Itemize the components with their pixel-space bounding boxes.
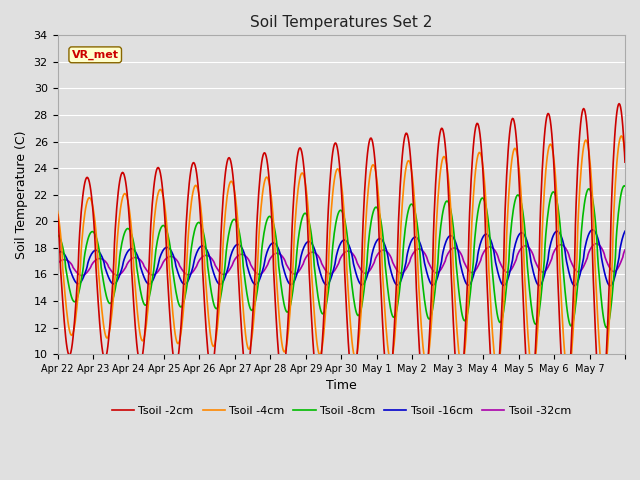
Tsoil -32cm [225, 267, 233, 273]
Tsoil -4cm [618, 133, 625, 139]
Tsoil -8cm [400, 240, 408, 245]
Tsoil -2cm [598, 406, 605, 412]
Tsoil -2cm [253, 228, 260, 234]
Tsoil -16cm [120, 257, 128, 263]
Tsoil -2cm [432, 181, 440, 187]
Tsoil -8cm [620, 183, 628, 189]
Tsoil -2cm [225, 155, 232, 161]
Tsoil -32cm [54, 261, 61, 266]
Tsoil -8cm [603, 325, 611, 331]
Line: Tsoil -2cm: Tsoil -2cm [58, 104, 625, 409]
Line: Tsoil -4cm: Tsoil -4cm [58, 136, 625, 377]
Tsoil -8cm [253, 293, 260, 299]
Tsoil -2cm [274, 345, 282, 350]
Tsoil -8cm [120, 231, 128, 237]
Tsoil -2cm [615, 101, 623, 107]
Tsoil -16cm [400, 269, 408, 275]
Tsoil -32cm [253, 271, 261, 276]
Tsoil -32cm [592, 241, 600, 247]
Tsoil -32cm [433, 270, 440, 276]
Tsoil -2cm [54, 212, 61, 217]
Tsoil -4cm [225, 185, 232, 191]
X-axis label: Time: Time [326, 379, 356, 392]
Tsoil -2cm [120, 172, 128, 178]
Tsoil -16cm [54, 251, 61, 256]
Tsoil -16cm [621, 228, 629, 234]
Tsoil -4cm [621, 151, 629, 156]
Line: Tsoil -8cm: Tsoil -8cm [58, 186, 625, 328]
Tsoil -32cm [621, 247, 629, 252]
Tsoil -32cm [275, 251, 283, 256]
Y-axis label: Soil Temperature (C): Soil Temperature (C) [15, 131, 28, 259]
Tsoil -16cm [432, 279, 440, 285]
Tsoil -2cm [400, 139, 408, 145]
Tsoil -4cm [432, 239, 440, 245]
Line: Tsoil -32cm: Tsoil -32cm [58, 244, 625, 276]
Tsoil -16cm [253, 281, 260, 287]
Tsoil -4cm [253, 279, 260, 285]
Tsoil -4cm [54, 208, 61, 214]
Tsoil -16cm [274, 245, 282, 251]
Tsoil -16cm [225, 264, 232, 269]
Tsoil -32cm [121, 266, 129, 272]
Tsoil -4cm [120, 191, 128, 197]
Tsoil -8cm [274, 252, 282, 258]
Tsoil -4cm [274, 299, 282, 304]
Tsoil -32cm [401, 268, 408, 274]
Line: Tsoil -16cm: Tsoil -16cm [58, 230, 625, 286]
Tsoil -8cm [54, 232, 61, 238]
Tsoil -16cm [589, 227, 596, 233]
Legend: Tsoil -2cm, Tsoil -4cm, Tsoil -8cm, Tsoil -16cm, Tsoil -32cm: Tsoil -2cm, Tsoil -4cm, Tsoil -8cm, Tsoi… [108, 401, 575, 420]
Tsoil -8cm [621, 183, 629, 189]
Tsoil -8cm [432, 283, 440, 288]
Text: VR_met: VR_met [72, 49, 118, 60]
Tsoil -8cm [225, 233, 232, 239]
Title: Soil Temperatures Set 2: Soil Temperatures Set 2 [250, 15, 433, 30]
Tsoil -32cm [78, 273, 86, 278]
Tsoil -4cm [600, 374, 607, 380]
Tsoil -2cm [621, 159, 629, 165]
Tsoil -16cm [606, 283, 614, 288]
Tsoil -4cm [400, 183, 408, 189]
